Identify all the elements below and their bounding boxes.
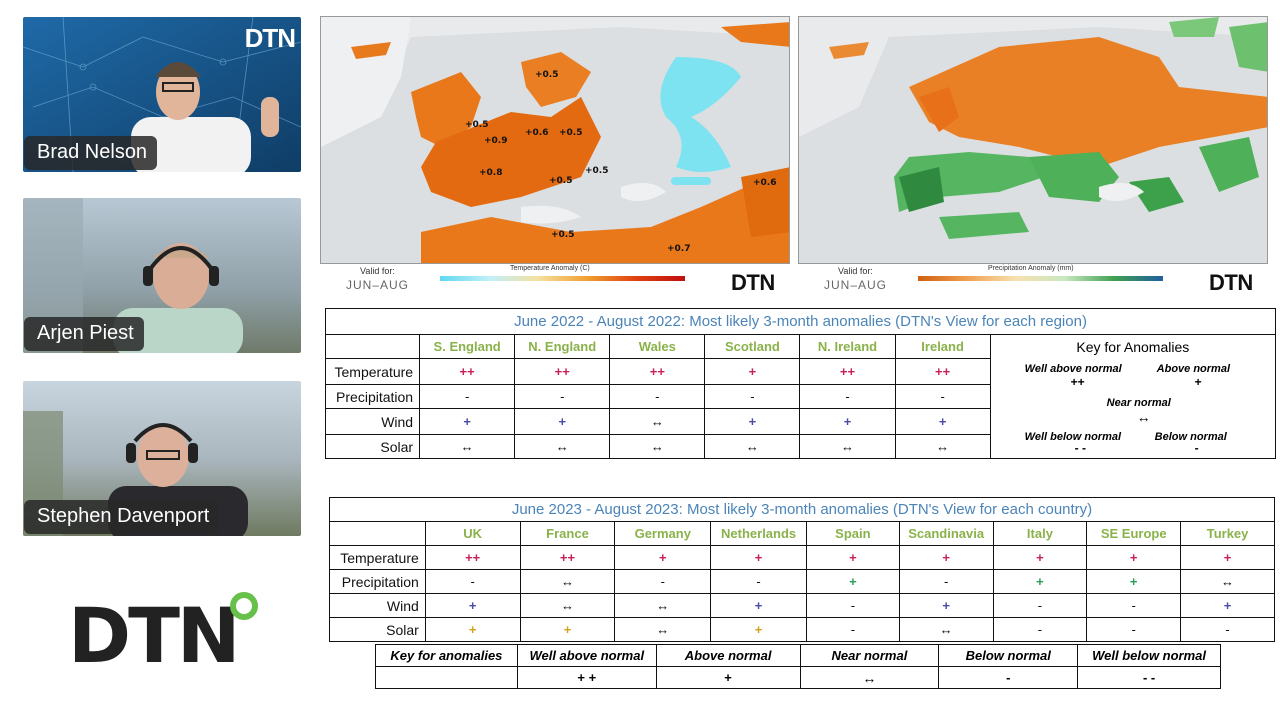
key-label: Key for anomalies <box>375 644 518 667</box>
precipitation-color-scale <box>918 276 1163 281</box>
table-row: Temperature ++ ++ ++ + ++ ++ <box>324 358 1276 385</box>
presentation-slide: +0.5 +0.5 +0.9 +0.6 +0.5 +0.8 +0.5 +0.5 … <box>314 10 1280 720</box>
column-header: Scandinavia <box>898 521 994 546</box>
column-header: SE Europe <box>1086 521 1182 546</box>
table-row: Wind + ↔ ↔ + - + - - + <box>329 593 1275 618</box>
table-row: Precipitation - - - - - - <box>324 384 1276 409</box>
participant-name: Arjen Piest <box>24 317 144 351</box>
key-symbol: ++ <box>1070 375 1085 389</box>
map-label: +0.8 <box>479 168 502 178</box>
period-label: JUN–AUG <box>824 278 888 292</box>
column-header: N. Ireland <box>799 334 896 359</box>
dtn-logo-small: DTN <box>1209 270 1253 295</box>
column-header: Netherlands <box>710 521 807 546</box>
anomaly-table-2023: June 2023 - August 2023: Most likely 3-m… <box>329 497 1275 642</box>
key-well-below: Well below normal <box>1024 431 1122 443</box>
anomaly-key: Key for Anomalies Well above normal ++ A… <box>989 334 1277 459</box>
column-header: Germany <box>614 521 712 546</box>
participant-tile-brad[interactable]: DTN Brad Nelson <box>23 17 301 172</box>
participant-name: Brad Nelson <box>24 136 158 170</box>
temperature-legend: Valid for: JUN–AUG Temperature Anomaly (… <box>320 264 790 300</box>
key-header: Above normal <box>655 644 801 667</box>
key-symbol: ↔ <box>799 666 940 689</box>
column-header: Ireland <box>894 334 991 359</box>
map-label: +0.5 <box>549 176 572 186</box>
key-below: Below normal <box>1154 431 1227 443</box>
participant-name: Stephen Davenport <box>24 500 220 534</box>
anomaly-key-2023: Key for anomalies Well above normal Abov… <box>375 644 1221 689</box>
map-label: +0.5 <box>585 166 608 176</box>
key-header: Well below normal <box>1077 644 1221 667</box>
table-row: Wind + + ↔ + + + <box>324 408 1276 435</box>
participant-tile-arjen[interactable]: Arjen Piest <box>23 198 301 353</box>
table-row: Precipitation - ↔ - - + - + + ↔ <box>329 569 1275 594</box>
tile-logo: DTN <box>244 23 296 53</box>
temperature-anomaly-map: +0.5 +0.5 +0.9 +0.6 +0.5 +0.8 +0.5 +0.5 … <box>320 16 790 264</box>
key-symbol: + <box>1194 375 1202 389</box>
temperature-color-scale <box>440 276 685 281</box>
map-label: +0.9 <box>484 136 507 146</box>
video-background <box>23 381 301 536</box>
table-row: Solar ↔ ↔ ↔ ↔ ↔ ↔ <box>324 434 1276 459</box>
key-header: Below normal <box>938 644 1079 667</box>
precipitation-anomaly-map <box>798 16 1268 264</box>
key-symbol: - - <box>1077 666 1221 689</box>
key-near: Near normal <box>1106 397 1171 409</box>
map-label: +0.5 <box>535 70 558 80</box>
key-symbol: + + <box>516 666 657 689</box>
column-header: Scotland <box>704 334 801 359</box>
precipitation-legend: Valid for: JUN–AUG Precipitation Anomaly… <box>798 264 1268 300</box>
key-symbol: - <box>938 666 1079 689</box>
svg-text:DTN: DTN <box>68 591 238 670</box>
table-title: June 2023 - August 2023: Most likely 3-m… <box>329 497 1275 522</box>
key-symbol: - <box>1194 441 1199 455</box>
valid-for-label: Valid for: <box>360 266 395 276</box>
period-label: JUN–AUG <box>346 278 410 292</box>
column-header: N. England <box>514 334 611 359</box>
key-header: Near normal <box>799 644 940 667</box>
column-header: S. England <box>419 334 516 359</box>
valid-for-label: Valid for: <box>838 266 873 276</box>
map-label: +0.5 <box>465 120 488 130</box>
column-header: France <box>519 521 616 546</box>
map-label: +0.7 <box>667 244 690 254</box>
key-above: Above normal <box>1156 363 1231 375</box>
dtn-logo: DTN <box>68 591 258 670</box>
key-symbol: - - <box>1074 441 1086 455</box>
map-label: +0.5 <box>551 230 574 240</box>
key-symbol: ↔ <box>1136 409 1151 425</box>
legend-title: Precipitation Anomaly (mm) <box>988 265 1074 272</box>
anomaly-table-2022: June 2022 - August 2022: Most likely 3-m… <box>324 308 1277 459</box>
column-header: UK <box>424 521 521 546</box>
map-label: +0.6 <box>525 128 548 138</box>
participant-tile-stephen[interactable]: Stephen Davenport <box>23 381 301 536</box>
key-symbol: + <box>655 666 801 689</box>
column-header: Turkey <box>1180 521 1275 546</box>
table-row: Temperature ++ ++ + + + + + + + <box>329 545 1275 570</box>
map-label: +0.6 <box>753 178 776 188</box>
map-label: +0.5 <box>559 128 582 138</box>
dtn-logo-small: DTN <box>731 270 775 295</box>
column-header: Italy <box>992 521 1088 546</box>
key-header: Well above normal <box>516 644 657 667</box>
column-header: Spain <box>805 521 900 546</box>
key-title: Key for Anomalies <box>1076 339 1190 355</box>
table-row: Solar + + ↔ + - ↔ - - - <box>329 617 1275 642</box>
column-header: Wales <box>609 334 706 359</box>
table-title: June 2022 - August 2022: Most likely 3-m… <box>325 308 1276 335</box>
legend-title: Temperature Anomaly (C) <box>510 265 590 272</box>
key-well-above: Well above normal <box>1024 363 1122 375</box>
